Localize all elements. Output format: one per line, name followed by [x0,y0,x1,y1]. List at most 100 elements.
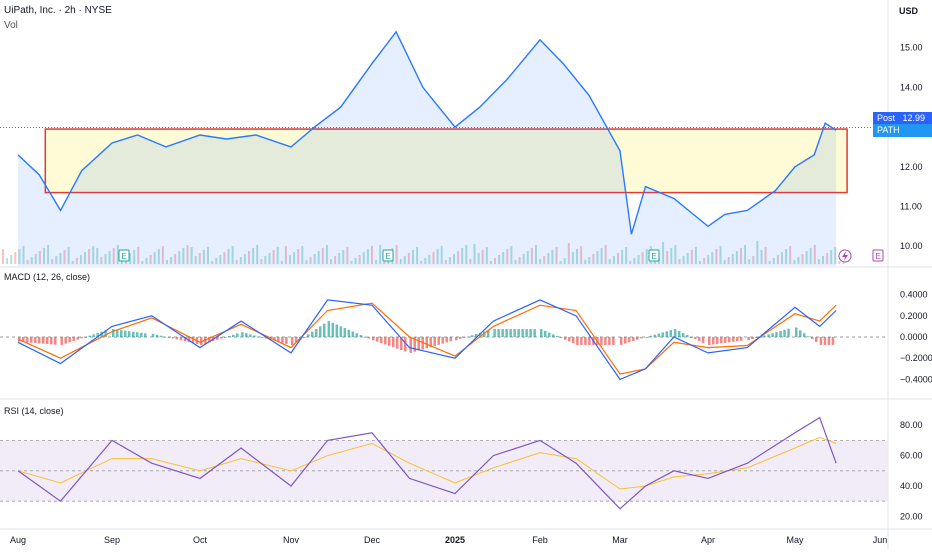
volume-bar [141,261,144,264]
macd-histogram-bar [187,337,191,343]
volume-bar [424,258,427,264]
volume-bar [371,246,373,264]
volume-bar [26,260,29,264]
macd-histogram-bar [728,337,731,343]
macd-histogram-bar [645,337,649,338]
volume-bar [567,243,570,264]
macd-histogram-bar [475,333,478,337]
volume-bar [551,250,554,264]
macd-histogram-bar [155,334,159,337]
volume-bar [379,245,382,264]
volume-bar [432,252,435,264]
volume-bar [678,259,681,264]
macd-histogram-bar [517,329,520,337]
macd-histogram-bar [533,329,536,337]
macd-axis-tick: −0.4000 [900,374,932,384]
macd-histogram-bar [359,334,363,337]
volume-bar [510,246,513,264]
macd-histogram-bar [404,337,407,352]
volume-bar [428,255,431,264]
macd-histogram-bar [46,337,49,344]
macd-signal-line [17,302,837,375]
macd-histogram-bar [50,337,53,345]
macd-axis-tick: 0.4000 [900,290,928,300]
volume-bar [453,254,455,264]
earnings-event-marker[interactable]: E [648,249,660,262]
volume-bar [805,251,808,264]
macd-histogram-bar [307,334,310,337]
macd-histogram-bar [740,337,743,341]
macd-histogram-bar [80,337,83,339]
earnings-event-marker[interactable]: E [382,249,394,262]
price-axis-tick: 12.00 [900,162,923,172]
macd-histogram-bar [26,337,29,343]
macd-histogram-bar [72,337,75,341]
macd-histogram-bar [273,337,276,341]
macd-histogram-bar [421,337,424,350]
volume-bar [535,245,537,264]
volume-bar [321,248,324,264]
volume-bar [703,258,706,264]
macd-histogram-bar [92,334,95,337]
volume-bar [629,261,632,264]
volume-bar [502,252,505,264]
volume-bar [88,249,91,264]
volume-bar [444,260,447,264]
macd-histogram-bar [787,328,790,337]
macd-histogram-bar [163,336,167,338]
volume-bar [59,253,62,264]
volume-bar [276,247,279,264]
macd-histogram-bar [665,331,669,337]
volume-bar [608,259,611,264]
macd-histogram-bar [396,337,399,349]
macd-histogram-bar [823,337,827,345]
volume-bar [666,251,669,264]
volume-bar [235,260,238,264]
macd-histogram-bar [257,336,260,338]
volume-bar [145,258,148,264]
macd-histogram-bar [724,337,727,343]
volume-bar [686,253,689,264]
event-marker-label: E [121,252,126,261]
volume-bar [178,251,181,264]
volume-bar [826,253,829,264]
volume-bar [395,245,398,264]
macd-histogram-bar [232,334,235,337]
volume-bar [67,247,70,264]
earnings-event-marker[interactable]: E [872,249,884,262]
volume-bar [100,257,103,264]
volume-bar [461,248,464,264]
volume-bar [776,255,779,264]
volume-bar [71,261,74,264]
macd-histogram-bar [343,328,347,337]
macd-histogram-bar [42,337,45,344]
price-axis-tick: 11.00 [900,201,922,211]
macd-histogram-bar [441,337,444,344]
macd-histogram-bar [505,329,508,337]
volume-bar [580,246,583,264]
macd-histogram-bar [649,335,653,337]
volume-bar [707,255,710,264]
volume-bar [170,257,173,264]
macd-histogram-bar [429,337,432,348]
volume-bar [207,247,209,264]
volume-bar [477,253,480,264]
volume-bar [182,248,185,264]
volume-bar [485,247,488,264]
volume-bar [6,258,9,264]
currency-label[interactable]: USD [898,6,918,16]
time-axis-tick: Sep [104,535,120,545]
volume-bar [227,249,230,264]
volume-bar [735,251,738,264]
volume-bar [260,259,263,264]
macd-histogram-bar [811,337,814,340]
volume-bar [571,252,574,264]
volume-bar [92,246,95,264]
volume-bar [330,259,332,264]
earnings-event-marker[interactable]: E [118,249,130,262]
volume-bar [79,255,82,264]
lightning-icon [842,251,848,261]
symbol-label: PATH [877,125,900,135]
